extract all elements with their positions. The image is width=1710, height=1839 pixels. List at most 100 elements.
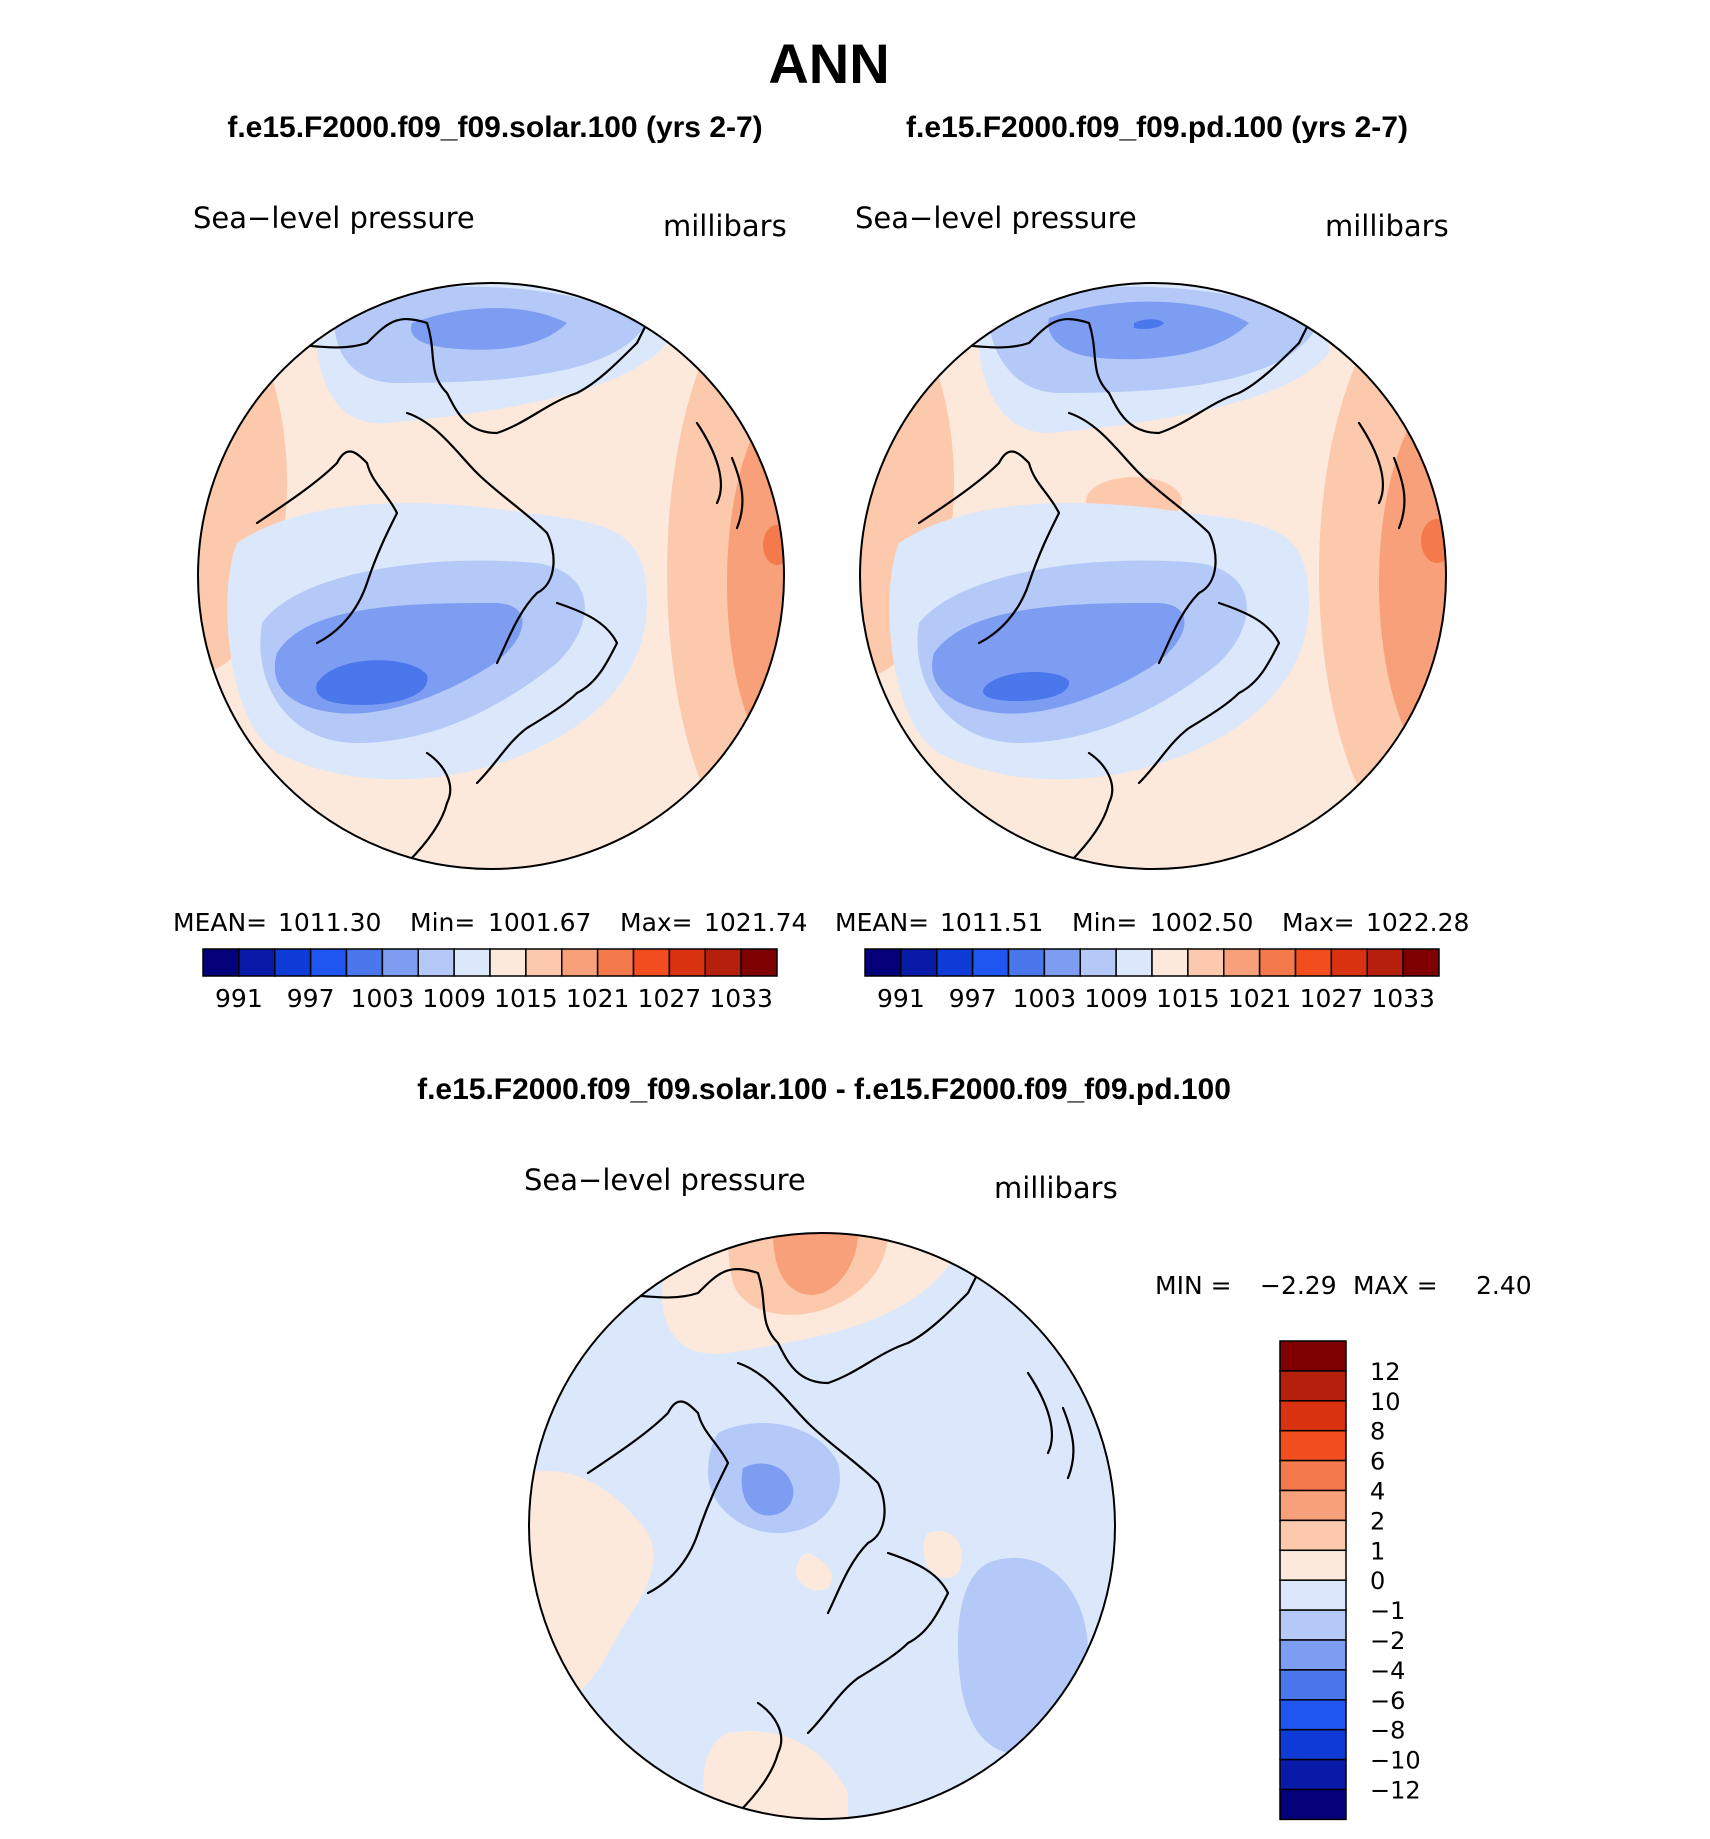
min-value: 1002.50 (1150, 908, 1253, 937)
diff-variable: Sea−level pressure (524, 1163, 806, 1197)
colorbar-2-swatch (1223, 948, 1261, 977)
diff-colorbar-tick-label: −2 (1370, 1627, 1405, 1655)
coastline (806, 1551, 950, 1735)
panel-1-map (197, 282, 785, 870)
diff-contour-pos1-bottom (703, 1731, 848, 1819)
colorbar-2-tick-label: 1009 (1084, 984, 1148, 1013)
diff-colorbar-swatch (1279, 1699, 1347, 1731)
colorbar-2-tick-label: 1003 (1013, 984, 1077, 1013)
diff-colorbar-swatch (1279, 1728, 1347, 1761)
diff-stats: MIN = −2.29 MAX = 2.40 (1155, 1271, 1532, 1300)
diff-colorbar-tick-label: 6 (1370, 1448, 1385, 1476)
diff-colorbar-tick-label: −10 (1370, 1747, 1421, 1775)
diff-colorbar-tick-label: −6 (1370, 1687, 1405, 1715)
coastline (917, 450, 1061, 645)
colorbar-2-swatch (864, 948, 902, 977)
diff-colorbar-swatch (1279, 1400, 1347, 1432)
panel-2-units: millibars (1325, 209, 1449, 243)
colorbar-1-swatch (345, 948, 384, 977)
diff-min-label: MIN = (1155, 1271, 1232, 1300)
colorbar-2: 991 997 1003 1009 1015 1021 1027 1033 (864, 948, 1440, 1013)
max-value: 1021.74 (704, 908, 807, 937)
coastline (736, 1701, 783, 1815)
diff-colorbar-tick-label: −12 (1370, 1777, 1421, 1805)
diff-colorbar-tick-label: −4 (1370, 1657, 1405, 1685)
mean-label: MEAN= (835, 908, 929, 937)
diff-contour-neg4-central (741, 1463, 794, 1516)
colorbar-2-tick-label: 997 (949, 984, 997, 1013)
coastline (255, 450, 399, 645)
contour-1024 (1421, 519, 1446, 563)
diff-colorbar-swatch (1279, 1579, 1347, 1611)
colorbar-2-swatch (1402, 948, 1440, 977)
colorbar-2-swatch (1187, 948, 1225, 977)
colorbar-2-swatch (900, 948, 938, 977)
panel-2-variable: Sea−level pressure (855, 201, 1137, 235)
max-value: 1022.28 (1366, 908, 1469, 937)
diff-colorbar-tick-label: −1 (1370, 1597, 1405, 1625)
max-label: Max= (1282, 908, 1355, 937)
diff-colorbar-tick-label: 1 (1370, 1537, 1385, 1565)
colorbar-1-swatch (381, 948, 419, 977)
diff-colorbar-tick-label: 12 (1370, 1358, 1401, 1386)
colorbar-2-swatch (971, 948, 1010, 977)
coastline (695, 421, 744, 530)
contour-1018 (1319, 283, 1446, 869)
coastline (917, 283, 1331, 435)
diff-contour-pos1-east (923, 1531, 962, 1579)
panel-2-stats: MEAN= 1011.51 Min= 1002.50 Max= 1022.28 (835, 908, 1469, 937)
diff-colorbar-swatch (1279, 1429, 1347, 1462)
colorbar-2-swatch (1043, 948, 1081, 977)
coastline (1067, 751, 1114, 865)
diff-colorbar-swatch (1279, 1669, 1347, 1701)
diff-colorbar-tick-label: 8 (1370, 1418, 1385, 1446)
map-border (859, 282, 1447, 870)
colorbar-1-tick-label: 997 (287, 984, 335, 1013)
colorbar-2-swatch (1115, 948, 1153, 977)
max-label: Max= (620, 908, 693, 937)
colorbar-1-swatch (489, 948, 527, 977)
diff-units: millibars (994, 1171, 1118, 1205)
diff-colorbar-swatch (1279, 1758, 1347, 1791)
diff-colorbar-swatch (1279, 1549, 1347, 1581)
coastline (1067, 411, 1217, 665)
coastline (255, 283, 669, 435)
colorbar-2-swatch (1007, 948, 1046, 977)
contour-1021 (727, 393, 784, 773)
colorbar-1-tick-label: 1027 (638, 984, 702, 1013)
diff-colorbar-swatch (1279, 1609, 1347, 1641)
colorbar-1-tick-label: 1003 (351, 984, 415, 1013)
colorbar-1-swatch (453, 948, 491, 977)
colorbar-1-tick-label: 991 (215, 984, 263, 1013)
panel-1-heading: f.e15.F2000.f09_f09.solar.100 (yrs 2-7) (227, 111, 762, 144)
diff-contour-neg2-east (958, 1557, 1088, 1755)
diff-contour-pos1-left (529, 1471, 654, 1713)
diff-colorbar-tick-label: 10 (1370, 1388, 1401, 1416)
colorbar-1-tick-label: 1033 (709, 984, 773, 1013)
contour-1006-top (1048, 301, 1249, 360)
colorbar-1-swatch (704, 948, 742, 977)
colorbar-1-swatch (309, 948, 348, 977)
diff-colorbar-swatch (1279, 1788, 1347, 1821)
coastline (405, 751, 452, 865)
contour-1018 (667, 283, 784, 869)
colorbar-2-swatch (936, 948, 974, 977)
colorbar-1-swatch (561, 948, 599, 977)
colorbar-1-swatch (632, 948, 671, 977)
panel-1-stats: MEAN= 1011.30 Min= 1001.67 Max= 1021.74 (173, 908, 807, 937)
colorbar-1-swatch (525, 948, 563, 977)
contour-1021 (1379, 383, 1446, 783)
panel-2-heading: f.e15.F2000.f09_f09.pd.100 (yrs 2-7) (906, 111, 1408, 144)
colorbar-1-swatch (238, 948, 276, 977)
diff-contour-pos4-top (773, 1233, 858, 1295)
contour-1024 (763, 525, 784, 565)
diff-colorbar-swatch (1279, 1519, 1347, 1552)
mean-label: MEAN= (173, 908, 267, 937)
colorbar-1-swatch (274, 948, 312, 977)
diff-contour-pos1-mid (796, 1553, 832, 1591)
panel-1-variable: Sea−level pressure (193, 201, 475, 235)
colorbar-1: 991 997 1003 1009 1015 1021 1027 1033 (202, 948, 778, 1013)
diff-min-value: −2.29 (1260, 1271, 1337, 1300)
